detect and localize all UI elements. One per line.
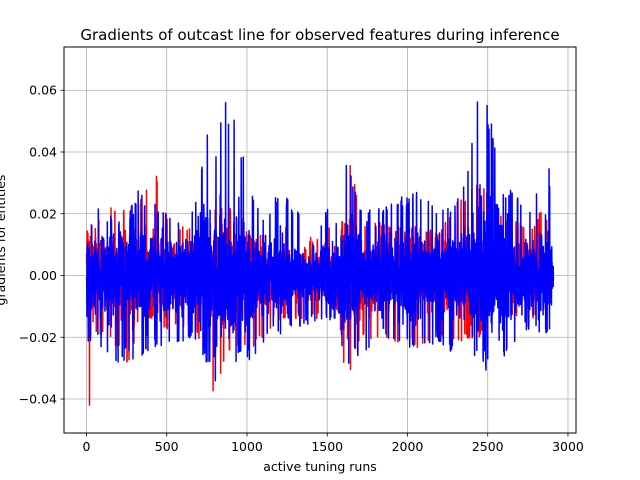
ticks: 0 500 1000 1500 2000 2500 3000 −0.04 −0.02 0.00 0.… [19,83,584,454]
y-tick-label: 0.02 [29,206,57,221]
series-line-1 [85,101,555,382]
x-tick-label: 1500 [311,439,343,454]
y-tick-label: −0.04 [19,392,57,407]
x-tick-label: 0 [82,439,90,454]
y-tick-label: −0.02 [19,330,57,345]
axes-frame [63,46,577,434]
x-tick-label: 1000 [231,439,263,454]
y-tick-label: 0.06 [29,83,57,98]
x-tick-label: 3000 [552,439,584,454]
x-axis-label: active tuning runs [263,459,377,474]
y-tick-label: 0.00 [29,268,57,283]
chart-title: Gradients of outcast line for observed f… [80,26,559,44]
y-tick-label: 0.04 [29,144,57,159]
x-tick-label: 500 [155,439,179,454]
y-axis-label: gradients for entities [0,175,8,306]
x-tick-label: 2500 [472,439,504,454]
plot-area [85,101,555,406]
x-tick-label: 2000 [392,439,424,454]
